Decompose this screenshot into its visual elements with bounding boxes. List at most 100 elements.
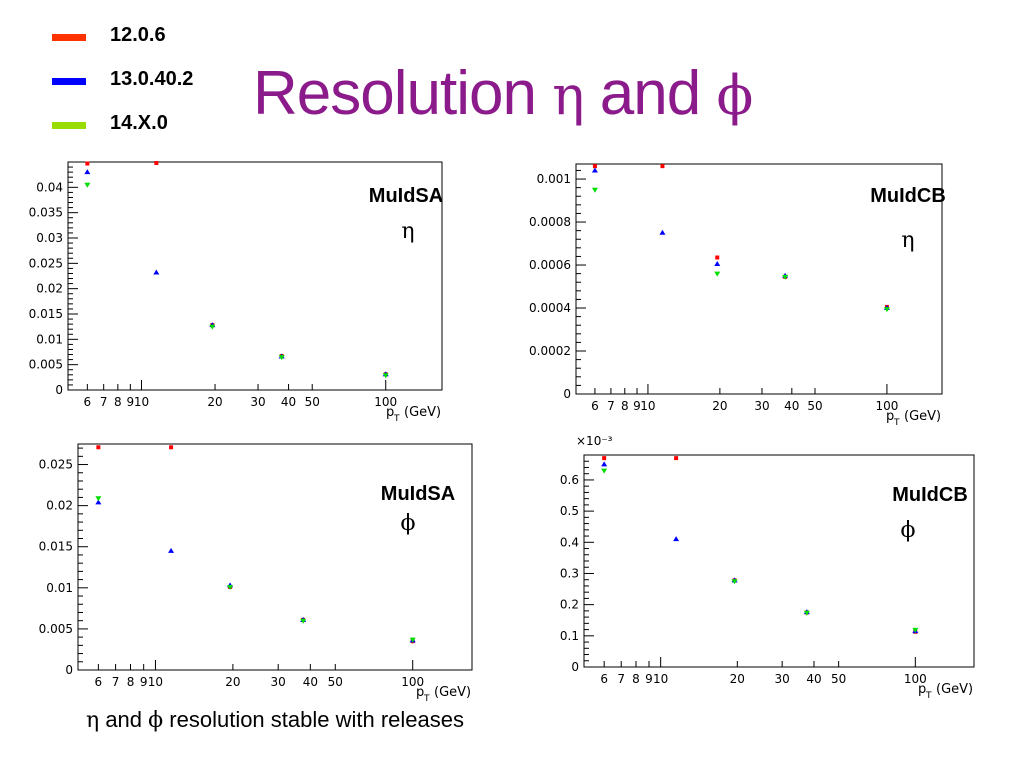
chart-muidsa-eta-svg: 0 0.005 0.01 0.015 0.02 0.025 0.03 0.035 0.04 6 7 8…: [29, 161, 443, 424]
x-tick-label: 8: [114, 395, 122, 409]
point-14-x-0: [601, 468, 608, 474]
point-12-0-6: [715, 255, 720, 260]
point-14-x-0: [95, 496, 102, 502]
y-tick-label: 0.0004: [529, 301, 571, 315]
chart-title: MuIdCB: [892, 484, 968, 506]
x-tick-label: 50: [305, 395, 320, 409]
x-axis-label-unit: (GeV): [904, 409, 941, 424]
point-14-x-0: [278, 355, 285, 361]
point-13-0-40-2: [153, 269, 160, 275]
x-tick-label: 9: [127, 395, 135, 409]
y-tick-label: 0.005: [39, 622, 73, 636]
x-axis-label-unit: (GeV): [434, 685, 471, 700]
x-tick-label: 7: [100, 395, 108, 409]
point-13-0-40-2: [673, 536, 680, 542]
slide-title-eta: η: [552, 64, 584, 127]
y-tick-label: 0.04: [36, 180, 63, 194]
plot-frame: [583, 454, 975, 668]
point-12-0-6: [154, 161, 159, 166]
point-12-0-6: [96, 445, 101, 450]
legend-item-13-0-40-2: 13.0.40.2: [52, 66, 252, 110]
chart-title: MuIdSA: [369, 185, 443, 207]
slide-title-phi: ϕ: [716, 64, 753, 127]
chart-title: MuIdSA: [381, 483, 455, 505]
point-14-x-0: [591, 187, 598, 193]
legend-label: 13.0.40.2: [110, 68, 194, 90]
y-tick-label: 0.02: [46, 499, 73, 513]
point-14-x-0: [912, 627, 919, 633]
x-axis-label: p: [416, 685, 424, 700]
point-12-0-6: [674, 456, 679, 461]
slide-title: Resolution η and ϕ: [253, 58, 753, 129]
legend-swatch: [52, 78, 86, 85]
y-tick-label: 0.4: [560, 535, 579, 549]
point-14-x-0: [209, 324, 216, 330]
point-14-x-0: [300, 618, 307, 624]
point-14-x-0: [803, 610, 810, 616]
point-14-x-0: [782, 274, 789, 280]
y-tick-label: 0.0008: [529, 215, 571, 229]
x-tick-label: 7: [112, 675, 120, 689]
x-tick-label: 50: [807, 399, 822, 413]
point-12-0-6: [169, 445, 174, 450]
x-tick-label: 50: [328, 675, 343, 689]
x-tick-label: 100: [374, 395, 397, 409]
point-14-x-0: [84, 182, 91, 188]
x-tick-label: 30: [775, 672, 790, 686]
chart-muidsa-phi-svg: 0 0.005 0.01 0.015 0.02 0.025 6 7 8 9 10 20 30 40 50 10…: [39, 443, 473, 704]
y-tick-label: 0.005: [29, 358, 63, 372]
x-tick-label: 30: [754, 399, 769, 413]
footer-phi: ϕ: [148, 708, 164, 733]
point-13-0-40-2: [591, 167, 598, 173]
plot-frame: [77, 443, 473, 671]
y-tick-label: 0.0002: [529, 344, 571, 358]
x-axis-label-subscript: T: [393, 414, 400, 424]
y-tick-label: 0.1: [560, 629, 579, 643]
chart-subtitle: ϕ: [401, 511, 416, 536]
legend-swatch: [52, 34, 86, 41]
chart-muidsa-eta: 0 0.005 0.01 0.015 0.02 0.025 0.03 0.035 0.04 6 7 8…: [6, 150, 466, 432]
y-tick-label: 0.6: [560, 473, 579, 487]
x-tick-label: 7: [607, 399, 615, 413]
x-tick-label: 100: [904, 672, 927, 686]
x-axis-label-subscript: T: [925, 691, 932, 701]
point-12-0-6: [592, 164, 597, 169]
x-tick-label: 6: [600, 672, 608, 686]
x-axis-label-subscript: T: [423, 694, 430, 704]
x-tick-label: 7: [617, 672, 625, 686]
plot-frame: [67, 161, 443, 391]
release-legend: 12.0.6 13.0.40.2 14.X.0: [52, 22, 252, 154]
chart-subtitle: ϕ: [901, 518, 916, 543]
point-14-x-0: [731, 579, 738, 585]
x-tick-label: 30: [250, 395, 265, 409]
y-tick-label: 0.025: [39, 458, 73, 472]
footer-eta: η: [86, 708, 100, 733]
point-14-x-0: [382, 373, 389, 379]
point-13-0-40-2: [84, 169, 91, 175]
chart-title: MuIdCB: [870, 185, 946, 207]
x-axis-label: p: [918, 682, 926, 697]
chart-muidcb-eta: 0 0.0002 0.0004 0.0006 0.0008 0.001 6 7 8 9 10 20 30…: [520, 150, 980, 432]
point-13-0-40-2: [168, 547, 175, 553]
x-tick-label: 20: [207, 395, 222, 409]
y-tick-label: 0.02: [36, 282, 63, 296]
x-tick-label: 10: [148, 675, 163, 689]
y-tick-label: 0.3: [560, 566, 579, 580]
x-tick-label: 30: [271, 675, 286, 689]
legend-label: 12.0.6: [110, 24, 166, 46]
legend-item-14-x-0: 14.X.0: [52, 110, 252, 154]
slide-title-word: Resolution: [253, 59, 537, 128]
y-tick-label: 0.025: [29, 256, 63, 270]
x-tick-label: 9: [140, 675, 148, 689]
x-axis-label-unit: (GeV): [404, 405, 441, 420]
x-tick-label: 6: [95, 675, 103, 689]
x-tick-label: 40: [303, 675, 318, 689]
x-tick-label: 40: [281, 395, 296, 409]
y-tick-label: 0.01: [36, 332, 63, 346]
slide-title-and: and: [599, 59, 701, 128]
point-12-0-6: [85, 161, 90, 166]
legend-item-12-0-6: 12.0.6: [52, 22, 252, 66]
y-axis-multiplier: ×10⁻³: [576, 434, 613, 448]
point-12-0-6: [602, 456, 607, 461]
